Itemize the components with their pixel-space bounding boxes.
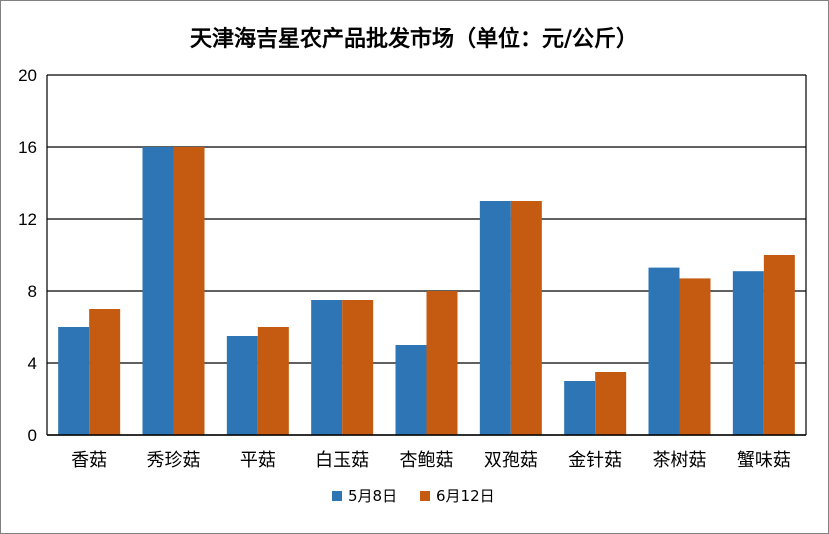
bars — [58, 147, 795, 435]
x-tick-label: 秀珍菇 — [147, 450, 201, 471]
y-tick-label: 12 — [18, 210, 37, 229]
bar — [510, 201, 542, 435]
axes: 0 4 8 12 16 20 香菇 秀珍菇 平菇 白玉菇 杏鲍菇 双孢菇 金针菇 茶树菇 蟹味菇 — [18, 66, 807, 471]
bar — [226, 336, 258, 435]
bar — [479, 201, 511, 435]
x-tick-label: 金针菇 — [568, 450, 622, 471]
x-tick-label: 双孢菇 — [484, 450, 538, 471]
bar — [58, 327, 90, 435]
bar — [395, 345, 427, 435]
y-tick-label: 4 — [28, 354, 37, 373]
x-tick-label: 香菇 — [71, 450, 107, 471]
bar — [311, 300, 343, 435]
y-tick-label: 20 — [18, 66, 37, 85]
bar — [564, 381, 596, 435]
chart-title: 天津海吉星农产品批发市场（单位：元/公斤） — [190, 26, 638, 52]
legend-swatch — [332, 491, 342, 501]
bar — [648, 267, 680, 435]
bar — [89, 309, 121, 435]
bar — [142, 147, 174, 435]
y-tick-label: 0 — [28, 426, 37, 445]
y-tick-label: 8 — [28, 282, 37, 301]
bar — [257, 327, 289, 435]
legend-label: 5月8日 — [348, 487, 397, 505]
y-tick-label: 16 — [18, 138, 37, 157]
x-tick-label: 平菇 — [240, 450, 276, 471]
x-tick-label: 杏鲍菇 — [400, 450, 454, 471]
bar — [679, 278, 711, 435]
bar — [763, 255, 795, 435]
bar — [426, 291, 458, 435]
legend-label: 6月12日 — [436, 487, 495, 505]
bar — [173, 147, 205, 435]
x-tick-label: 白玉菇 — [315, 450, 369, 471]
bar — [342, 300, 374, 435]
bar — [732, 271, 764, 435]
legend-swatch — [420, 491, 430, 501]
legend: 5月8日 6月12日 — [332, 487, 495, 505]
x-tick-label: 蟹味菇 — [737, 450, 791, 471]
bar — [595, 372, 627, 435]
x-tick-label: 茶树菇 — [653, 450, 707, 471]
